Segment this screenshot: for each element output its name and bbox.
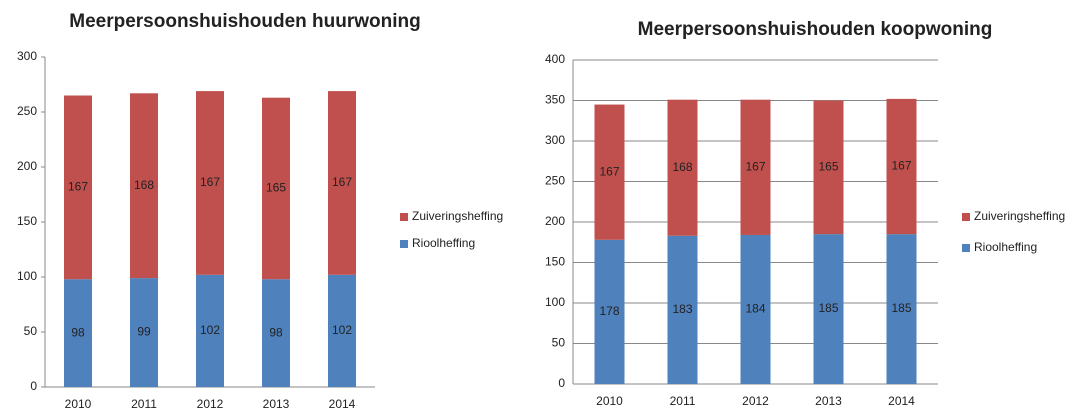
chart-title: Meerpersoonshuishouden huurwoning	[69, 11, 421, 32]
y-tick-label: 250	[545, 174, 565, 188]
x-tick-label: 2010	[65, 397, 92, 411]
data-label: 185	[891, 301, 911, 315]
data-label: 167	[200, 175, 220, 189]
y-tick-label: 300	[545, 133, 565, 147]
y-tick-label: 100	[17, 269, 37, 283]
legend-swatch	[400, 240, 408, 248]
bar-segment	[262, 97, 290, 280]
x-tick-label: 2013	[263, 397, 290, 411]
bar-segment	[196, 274, 224, 387]
x-tick-label: 2013	[815, 394, 842, 408]
y-tick-label: 200	[545, 214, 565, 228]
data-label: 102	[332, 323, 352, 337]
legend-label: Zuiveringsheffing	[412, 209, 503, 223]
data-label: 168	[134, 178, 154, 192]
bar-segment	[328, 91, 356, 275]
data-label: 185	[818, 301, 838, 315]
bar-segment	[886, 98, 917, 235]
bar-segment	[262, 279, 290, 387]
bar-segment	[813, 100, 844, 235]
bar-segment	[740, 99, 771, 235]
bar-segment	[328, 274, 356, 387]
y-tick-label: 400	[545, 52, 565, 66]
y-tick-label: 150	[545, 255, 565, 269]
y-tick-label: 200	[17, 159, 37, 173]
legend-swatch	[962, 244, 970, 252]
y-tick-label: 250	[17, 104, 37, 118]
y-tick-label: 150	[17, 214, 37, 228]
y-tick-label: 100	[545, 295, 565, 309]
bar-segment	[667, 99, 698, 236]
data-label: 168	[672, 160, 692, 174]
bar-segment	[64, 95, 92, 280]
chart-title: Meerpersoonshuishouden koopwoning	[638, 19, 993, 40]
legend-swatch	[962, 213, 970, 221]
data-label: 184	[745, 302, 765, 316]
bar-segment	[130, 278, 158, 387]
x-tick-label: 2011	[670, 394, 696, 408]
legend-label: Rioolheffing	[412, 236, 475, 250]
y-tick-label: 50	[24, 324, 38, 338]
bar-segment	[813, 234, 844, 384]
bar-segment	[740, 234, 771, 384]
x-tick-label: 2010	[596, 394, 623, 408]
data-label: 99	[137, 325, 151, 339]
bar-segment	[64, 279, 92, 387]
y-tick-label: 50	[552, 336, 566, 350]
legend-label: Zuiveringsheffing	[974, 209, 1065, 223]
data-label: 167	[745, 159, 765, 173]
bar-segment	[130, 93, 158, 279]
y-tick-label: 350	[545, 93, 565, 107]
y-tick-label: 0	[30, 379, 37, 393]
bar-segment	[196, 91, 224, 275]
data-label: 183	[672, 302, 692, 316]
data-label: 165	[818, 159, 838, 173]
y-tick-label: 0	[558, 376, 565, 390]
legend-swatch	[400, 213, 408, 221]
data-label: 167	[68, 180, 88, 194]
data-label: 178	[599, 304, 619, 318]
x-tick-label: 2012	[742, 394, 769, 408]
legend-label: Rioolheffing	[974, 240, 1037, 254]
data-label: 165	[266, 181, 286, 195]
bar-segment	[594, 239, 625, 384]
bar-segment	[594, 104, 625, 240]
bar-segment	[886, 234, 917, 384]
data-label: 167	[891, 159, 911, 173]
data-label: 167	[599, 164, 619, 178]
x-tick-label: 2014	[888, 394, 915, 408]
data-label: 102	[200, 323, 220, 337]
data-label: 167	[332, 175, 352, 189]
x-tick-label: 2012	[197, 397, 224, 411]
x-tick-label: 2014	[329, 397, 356, 411]
bar-segment	[667, 235, 698, 384]
x-tick-label: 2011	[131, 397, 157, 411]
data-label: 98	[269, 325, 283, 339]
data-label: 98	[71, 325, 85, 339]
y-tick-label: 300	[17, 49, 37, 63]
